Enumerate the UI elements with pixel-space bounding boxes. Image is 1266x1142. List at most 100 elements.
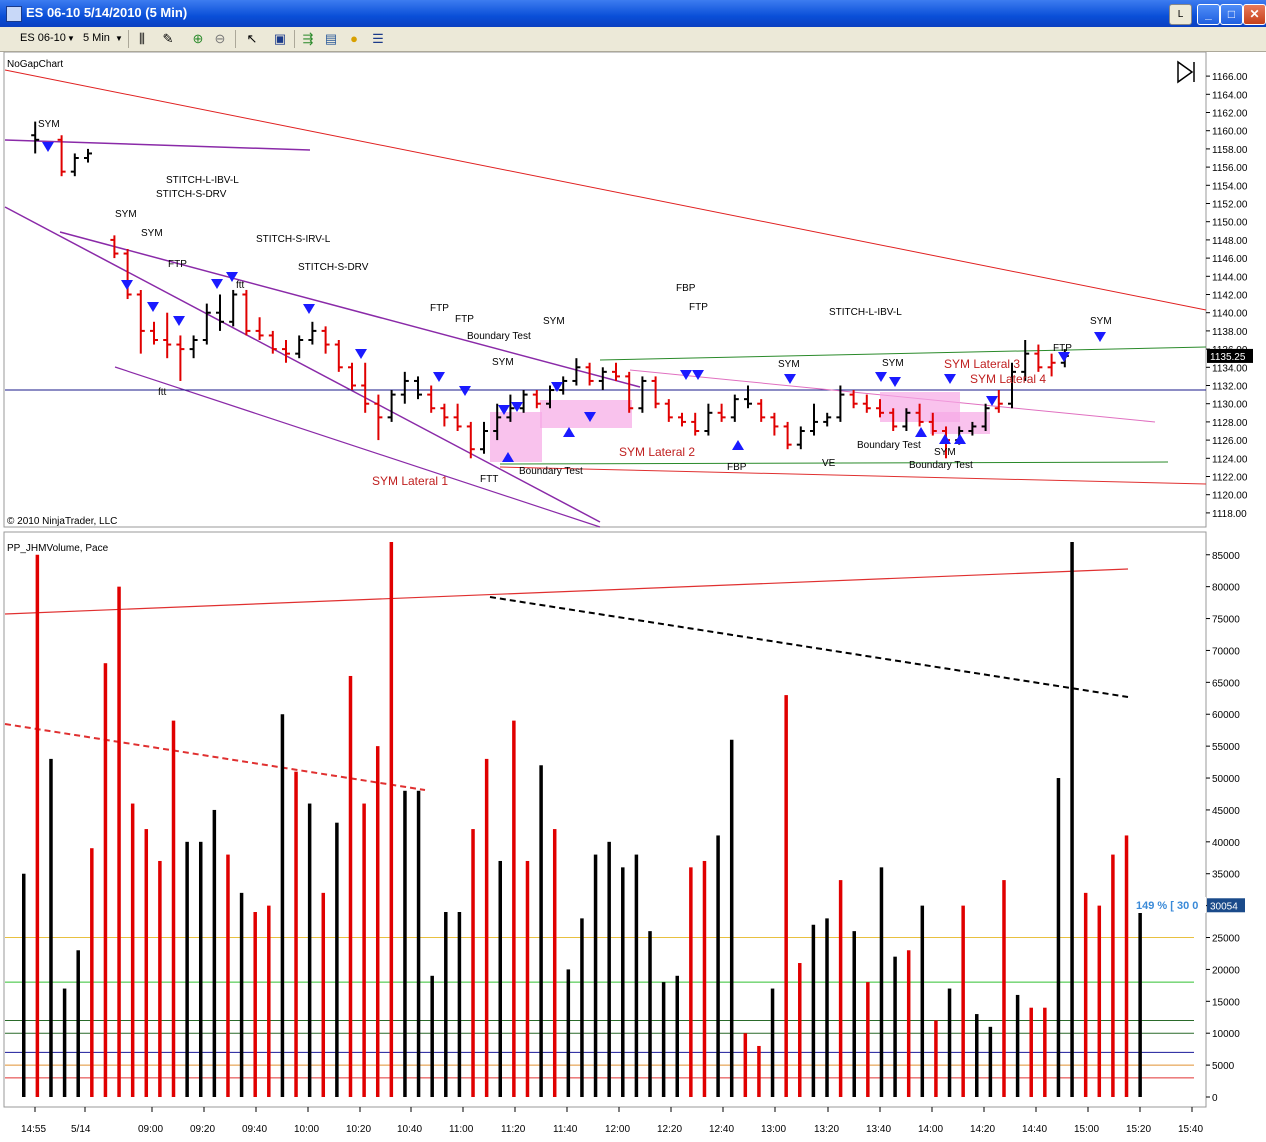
price-axis-label: 1142.00 [1212, 291, 1248, 302]
volume-bar [1138, 905, 1142, 1097]
volume-bar [90, 848, 94, 1097]
price-bar [453, 403, 462, 431]
volume-bar [484, 758, 489, 1097]
volume-bar [906, 950, 911, 1097]
volume-trend-line [489, 596, 1129, 698]
volume-bar [675, 975, 679, 1097]
last-price-label: 1135.25 [1210, 352, 1246, 363]
price-axis-label: 1162.00 [1212, 109, 1248, 120]
volume-axis-label: 85000 [1212, 551, 1240, 562]
chevron-down-icon[interactable]: ▼ [115, 34, 123, 43]
time-axis-label: 12:00 [605, 1124, 630, 1135]
time-axis-label: 09:00 [138, 1124, 163, 1135]
volume-bar [961, 905, 965, 1097]
signal-annotation: FBP [727, 462, 747, 473]
price-bar [1008, 362, 1016, 409]
volume-bar [226, 854, 230, 1097]
time-axis-label: 11:40 [553, 1124, 578, 1135]
price-axis-label: 1128.00 [1212, 418, 1248, 429]
volume-bar [1070, 542, 1074, 1097]
interval-selector[interactable]: 5 Min [83, 32, 110, 44]
price-bar [559, 376, 568, 395]
volume-axis-label: 60000 [1212, 710, 1240, 721]
cursor-icon[interactable]: ↖ [246, 31, 258, 46]
close-button[interactable]: ✕ [1243, 4, 1266, 25]
volume-bar [757, 1045, 761, 1097]
data-box-icon[interactable]: ☰ [372, 31, 384, 46]
signal-arrow-icon [889, 377, 901, 387]
volume-bar [634, 854, 639, 1097]
time-axis-label: 14:00 [918, 1124, 943, 1135]
signal-arrow-icon [226, 272, 238, 282]
zoom-in-icon[interactable]: ⊕ [192, 31, 204, 46]
price-bar [1021, 340, 1030, 381]
volume-panel-title: PP_JHMVolume, Pace [7, 543, 109, 554]
minimize-button[interactable]: _ [1197, 4, 1220, 25]
volume-bar [1002, 880, 1006, 1097]
volume-bar [811, 924, 816, 1097]
signal-annotation: STITCH-L-IBV-L [166, 175, 239, 186]
signal-arrow-icon [511, 402, 523, 412]
volume-axis-label: 65000 [1212, 678, 1240, 689]
price-panel[interactable] [3, 52, 1207, 528]
volume-bar [171, 720, 176, 1097]
time-axis-label: 13:20 [814, 1124, 839, 1135]
price-axis-label: 1134.00 [1212, 363, 1248, 374]
volume-axis-label: 35000 [1212, 870, 1240, 881]
price-bar [466, 421, 475, 459]
signal-arrow-icon [584, 412, 596, 422]
signal-annotation: Boundary Test [857, 440, 921, 451]
play-icon[interactable] [1177, 60, 1195, 84]
volume-bar [444, 912, 448, 1097]
volume-bar [893, 956, 897, 1097]
volume-bar [988, 1026, 993, 1097]
signal-arrow-icon [303, 304, 315, 314]
volume-bar [1029, 1007, 1033, 1097]
time-axis-label: 10:00 [294, 1124, 319, 1135]
volume-bar [838, 880, 843, 1097]
signal-arrow-icon [1094, 332, 1106, 342]
trend-line [499, 466, 1207, 485]
coin-icon[interactable]: ● [350, 31, 358, 46]
signal-annotation: VE [822, 458, 836, 469]
price-bar [202, 303, 211, 345]
instrument-selector[interactable]: ES 06-10 [20, 32, 66, 44]
time-axis-label: 5/14 [71, 1124, 91, 1135]
zoom-out-icon[interactable]: ⊖ [214, 31, 226, 46]
price-bar [189, 335, 198, 359]
strategy-icon[interactable]: ⇶ [302, 31, 314, 46]
volume-bar [375, 746, 380, 1097]
volume-bar [784, 695, 788, 1097]
price-bar [836, 385, 845, 422]
chevron-down-icon[interactable]: ▼ [67, 34, 75, 43]
price-bar [1047, 353, 1056, 377]
volume-bar [975, 1014, 979, 1097]
price-bar [876, 399, 884, 418]
signal-annotation: Boundary Test [519, 466, 583, 477]
signal-arrow-icon [915, 427, 927, 437]
volume-readout-label: 30054 [1210, 901, 1238, 912]
properties-icon[interactable]: ▣ [273, 31, 287, 46]
price-bar [387, 390, 396, 422]
volume-bar [103, 663, 108, 1097]
link-button[interactable]: L [1169, 4, 1192, 25]
signal-annotation: SYM [492, 357, 514, 368]
price-bar [532, 390, 541, 409]
price-bar [427, 385, 436, 413]
trend-line [59, 231, 641, 388]
lateral-zone [490, 412, 542, 462]
volume-layer: 8500080000750007000065000600005500050000… [4, 542, 1245, 1135]
signal-arrow-icon [502, 452, 514, 462]
indicator-icon[interactable]: ▤ [324, 31, 338, 46]
volume-trend-line [4, 723, 426, 791]
volume-bar [580, 918, 584, 1097]
bar-style-icon[interactable]: ⫼ [139, 31, 145, 46]
volume-bar [525, 860, 530, 1097]
maximize-button[interactable]: □ [1220, 4, 1243, 25]
volume-bar [76, 950, 80, 1097]
chart-area[interactable]: 1166.00 1164.00 1162.00 1160.00 1158.00 1156.… [0, 52, 1266, 1142]
time-axis-label: 14:20 [970, 1124, 995, 1135]
volume-bar [430, 975, 434, 1097]
volume-bar [825, 918, 829, 1097]
draw-tool-icon[interactable]: ✎ [162, 31, 174, 46]
